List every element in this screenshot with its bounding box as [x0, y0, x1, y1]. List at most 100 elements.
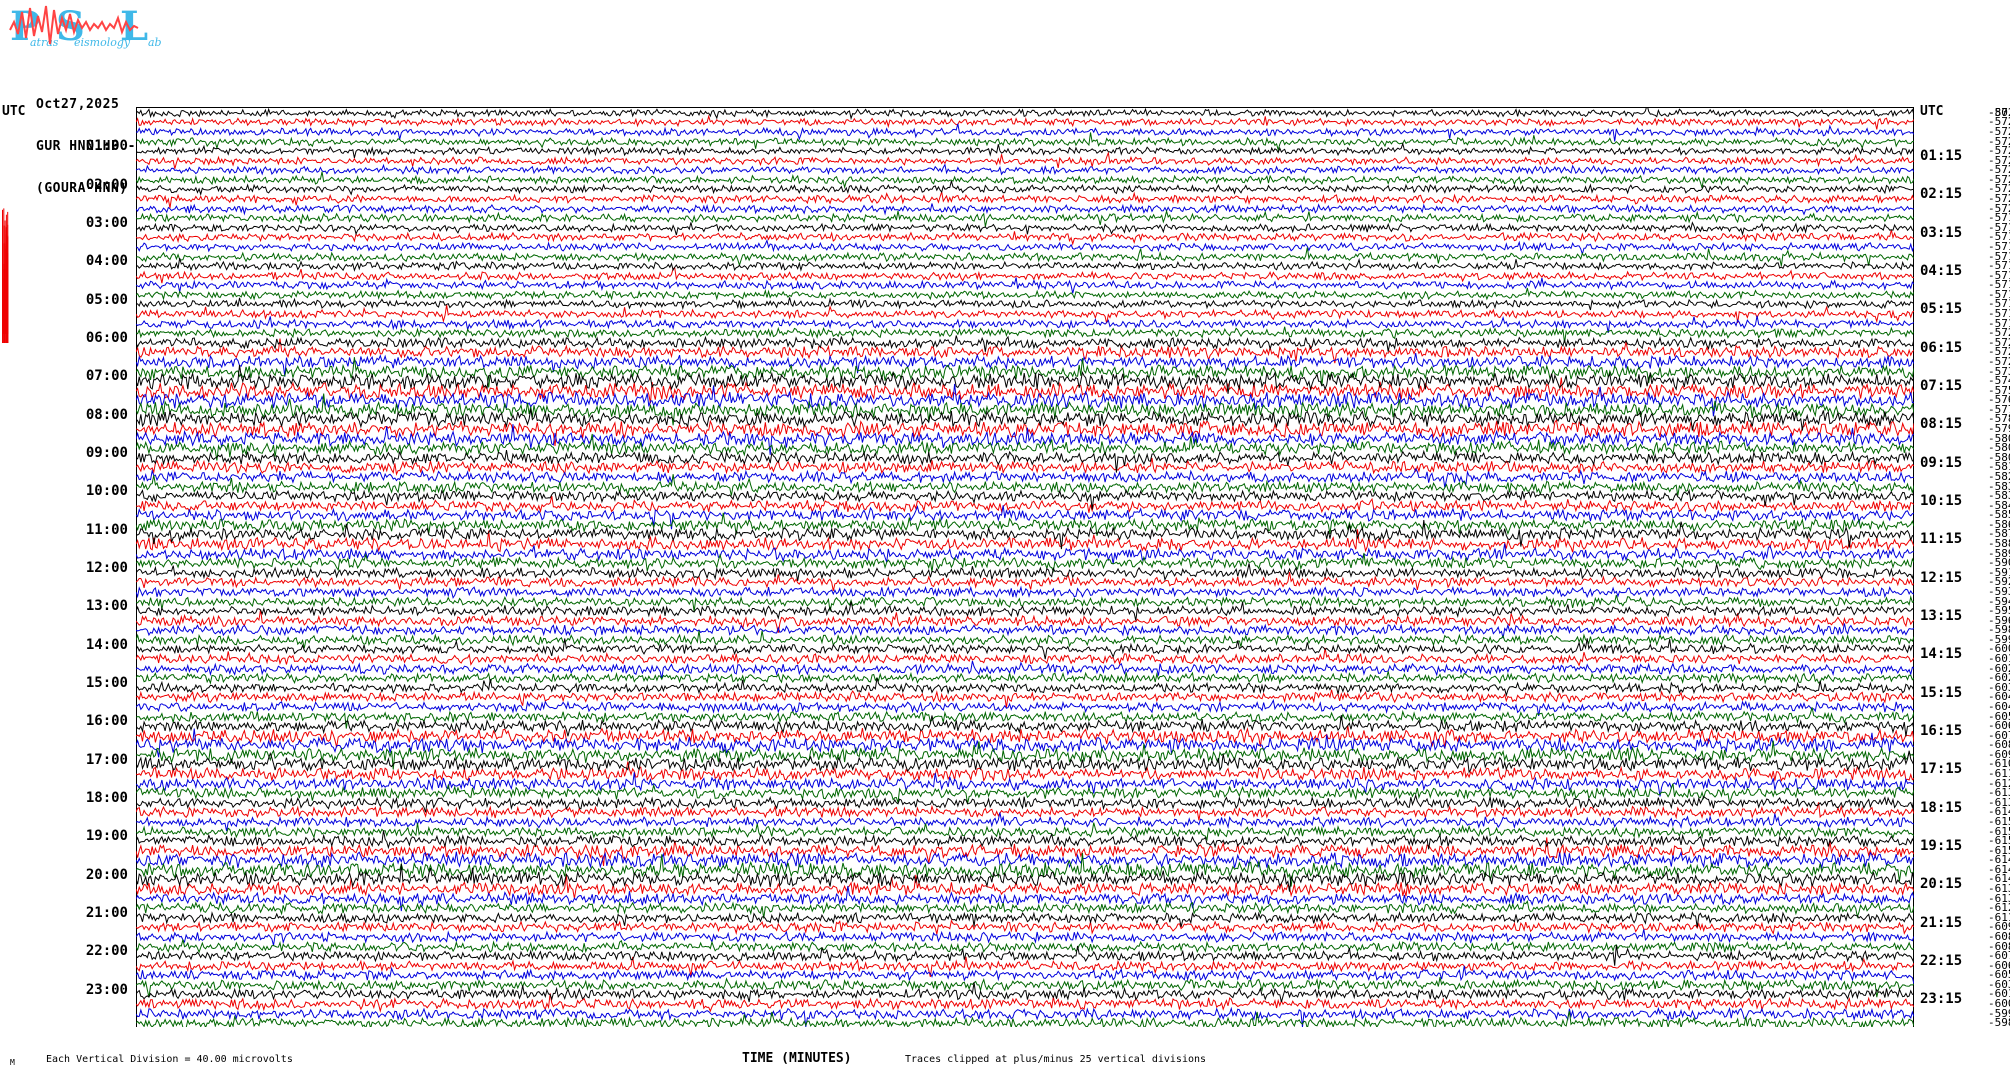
seismic-trace: [136, 144, 1914, 178]
svg-text:ab: ab: [148, 36, 162, 49]
trace-dc-offset: -5904: [1988, 556, 2010, 570]
left-time-tick: 06:00: [85, 330, 128, 346]
trace-path: [136, 652, 1914, 686]
seismic-trace: [136, 709, 1914, 743]
x-axis: [136, 1027, 1914, 1037]
trace-dc-offset: -5994: [1988, 1006, 2010, 1020]
trace-path: [136, 623, 1914, 657]
seismic-trace: [136, 259, 1914, 293]
trace-path: [136, 450, 1914, 484]
trace-path: [136, 805, 1914, 839]
trace-dc-offset: -6063: [1988, 719, 2010, 733]
trace-path: [136, 575, 1914, 609]
trace-path: [136, 939, 1914, 973]
right-time-tick: 23:15: [1920, 991, 1963, 1008]
trace-path: [136, 460, 1914, 494]
seismic-trace: [136, 987, 1914, 1021]
seismic-trace: [136, 930, 1914, 964]
trace-dc-offset: -5894: [1988, 546, 2010, 560]
left-time-tick: 22:00: [85, 943, 128, 960]
trace-path: [136, 297, 1914, 331]
seismic-trace: [136, 402, 1914, 436]
trace-dc-offset: -6103: [1988, 757, 2010, 771]
trace-dc-offset: -5838: [1988, 489, 2010, 503]
trace-dc-offset: -5723: [1988, 345, 2010, 359]
left-time-tick: 10:00: [85, 483, 128, 500]
seismic-trace: [136, 738, 1914, 772]
seismic-trace: [136, 958, 1914, 992]
right-time-tick: 08:15: [1920, 416, 1963, 433]
trace-dc-offset: -5722: [1988, 192, 2010, 206]
trace-path: [136, 690, 1914, 724]
right-time-tick: 09:15: [1920, 454, 1963, 471]
helicorder-plot[interactable]: [136, 107, 1914, 1027]
trace-dc-offset: -6088: [1988, 929, 2010, 943]
trace-path: [136, 355, 1914, 389]
trace-dc-offset: -5725: [1988, 354, 2010, 368]
seismic-trace: [136, 211, 1914, 245]
seismic-trace: [136, 565, 1914, 599]
trace-dc-offset: -5780: [1988, 412, 2010, 426]
trace-dc-offset: -5760: [1988, 393, 2010, 407]
left-time-tick: 17:00: [85, 751, 128, 768]
seismic-trace: [136, 728, 1914, 762]
trace-path: [136, 240, 1914, 274]
trace-path: [136, 211, 1914, 245]
trace-dc-offset: -6097: [1988, 920, 2010, 934]
seismic-trace: [136, 1006, 1914, 1027]
left-time-tick: 12:00: [85, 560, 128, 576]
trace-dc-offset: -5720: [1988, 326, 2010, 340]
trace-path: [136, 815, 1914, 849]
trace-dc-offset: -6111: [1988, 910, 2010, 924]
trace-path: [136, 220, 1914, 254]
trace-dc-offset: -5980: [1988, 623, 2010, 637]
plot-border-left: [136, 107, 137, 1027]
trace-path: [136, 268, 1914, 302]
trace-dc-offset: -5713: [1988, 268, 2010, 282]
trace-dc-offset: -6019: [1988, 987, 2010, 1001]
trace-dc-offset: -5791: [1988, 422, 2010, 436]
seismic-trace: [136, 527, 1914, 561]
trace-path: [136, 604, 1914, 638]
header-station: (GOURA-HNN): [36, 181, 128, 196]
seismic-trace: [136, 642, 1914, 676]
seismic-trace: [136, 815, 1914, 849]
trace-path: [136, 977, 1914, 1011]
right-time-tick: 05:15: [1920, 301, 1963, 318]
seismic-trace: [136, 556, 1914, 590]
seismic-trace: [136, 882, 1914, 916]
trace-path: [136, 872, 1914, 906]
trace-dc-offset: -6150: [1988, 834, 2010, 848]
trace-dc-offset: -6140: [1988, 872, 2010, 886]
trace-dc-offset: -5724: [1988, 124, 2010, 138]
trace-dc-offset: -6007: [1988, 997, 2010, 1011]
trace-path: [136, 383, 1914, 417]
right-time-tick: 01:15: [1920, 147, 1963, 164]
seismic-trace: [136, 335, 1914, 369]
seismic-trace: [136, 201, 1914, 235]
seismic-trace: [136, 107, 1914, 130]
trace-dc-offset: -6029: [1988, 671, 2010, 685]
seismic-trace: [136, 297, 1914, 331]
trace-dc-offset: -5714: [1988, 249, 2010, 263]
trace-path: [136, 278, 1914, 312]
seismic-trace: [136, 623, 1914, 657]
seismic-trace: [136, 163, 1914, 197]
left-time-tick: 01:00: [85, 138, 128, 155]
trace-path: [136, 546, 1914, 580]
trace-path: [136, 949, 1914, 983]
plot-border-top: [136, 107, 1914, 108]
trace-dc-offset: -5802: [1988, 441, 2010, 455]
trace-path: [136, 968, 1914, 1002]
psl-logo-graphic: P S L atras eismology ab: [9, 4, 162, 50]
seismic-trace: [136, 441, 1914, 475]
trace-path: [136, 125, 1914, 159]
seismic-trace: [136, 594, 1914, 628]
seismic-trace: [136, 479, 1914, 513]
trace-path: [136, 700, 1914, 734]
seismic-trace: [136, 307, 1914, 341]
seismic-trace: [136, 891, 1914, 925]
trace-path: [136, 107, 1914, 139]
seismic-trace: [136, 862, 1914, 896]
trace-path: [136, 134, 1914, 168]
